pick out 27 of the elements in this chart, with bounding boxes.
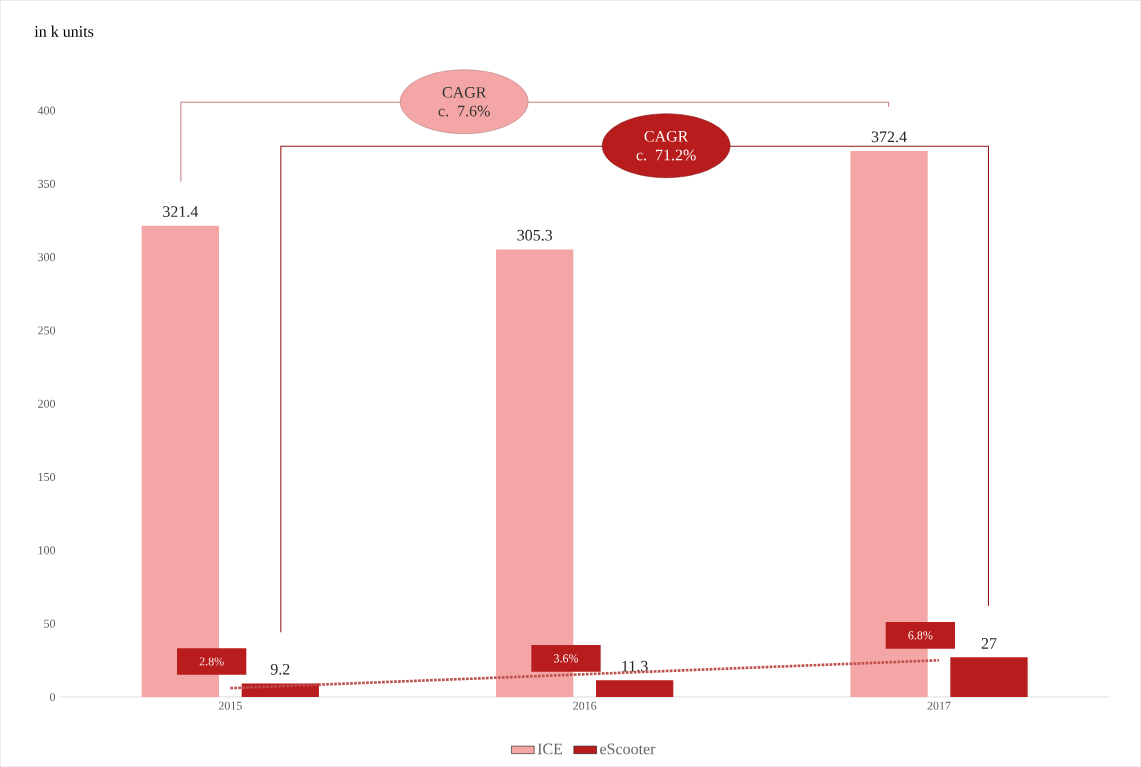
annotation: 2.8% [199,657,224,666]
y-tick-label: 150 [38,472,56,482]
bar [950,657,1028,697]
legend-label: ICE [537,743,563,755]
data-label: 372.4 [871,131,907,143]
y-tick-label: 400 [37,106,56,115]
legend-label: eScooter [600,743,656,755]
data-label: 305.3 [517,229,553,241]
y-axis-title: in k units [34,25,94,37]
y-tick-label: 0 [50,692,56,701]
bar [596,680,674,697]
y-tick-label: 250 [38,326,56,335]
x-tick-label: 2016 [573,701,597,710]
y-tick-label: 50 [44,619,56,628]
annotation: 6.8% [908,631,933,640]
x-tick-label: 2017 [927,701,951,710]
y-tick-label: 100 [38,546,56,555]
y-tick-label: 350 [38,179,56,188]
y-tick-label: 300 [38,253,56,262]
annotation: CAGR c. 7.6% [438,86,490,117]
x-tick-label: 2015 [218,701,242,710]
data-label: 321.4 [163,206,199,217]
annotation: 3.6% [554,654,579,663]
data-label: 9.2 [270,663,290,675]
y-tick-label: 200 [38,399,56,408]
data-label: 27 [981,637,997,649]
annotation: CAGR c. 71.2% [636,130,696,161]
